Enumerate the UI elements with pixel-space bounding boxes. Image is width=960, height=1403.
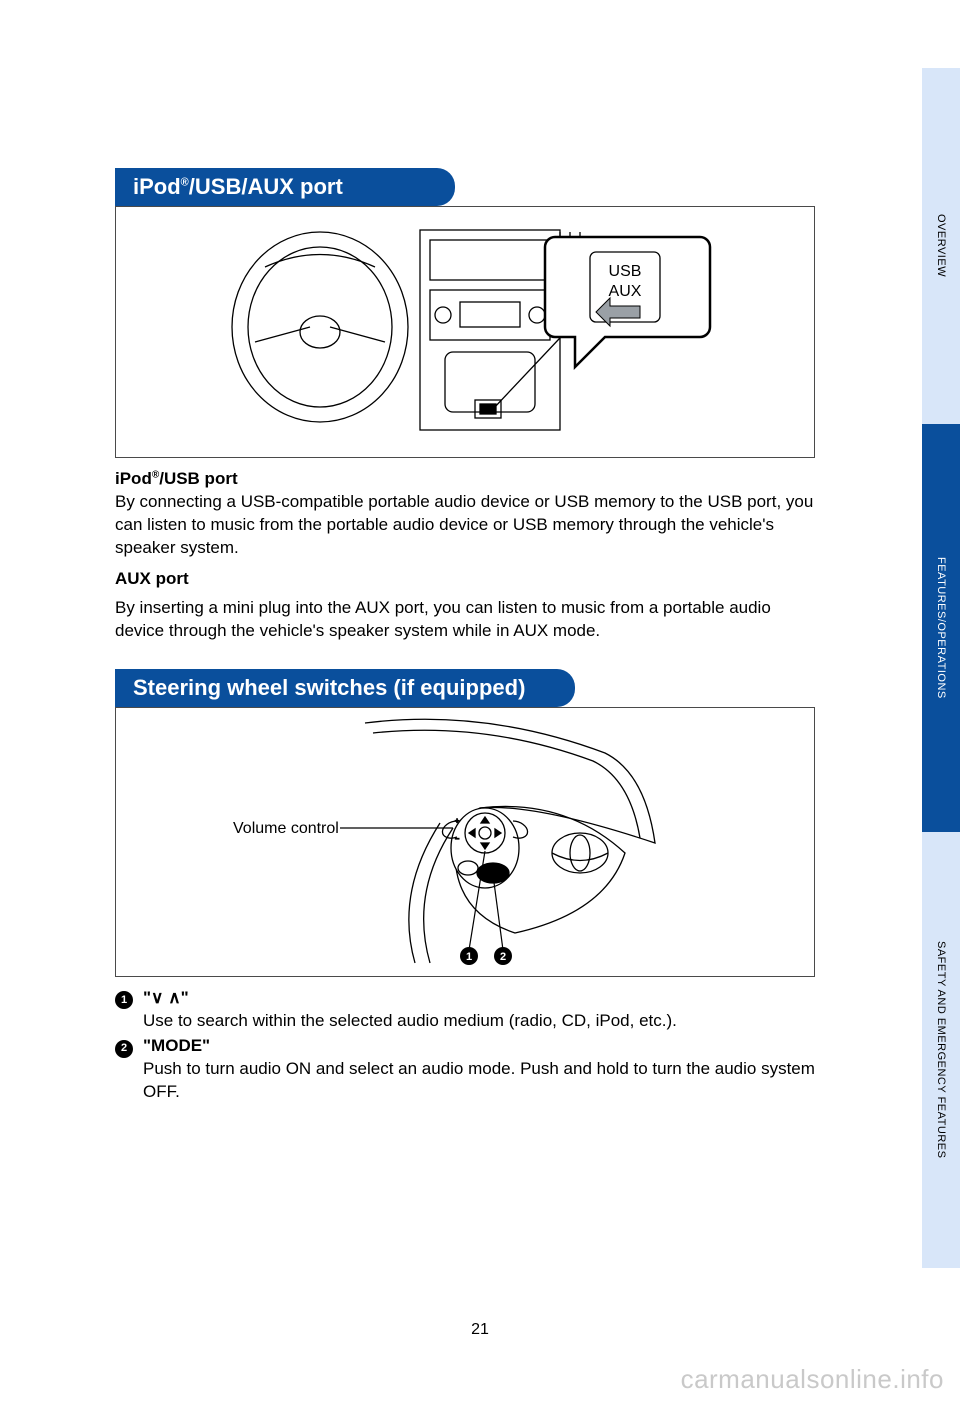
bullet-num-1: 1 — [115, 991, 133, 1009]
volume-label: Volume control — [233, 820, 339, 837]
watermark: carmanualsonline.info — [681, 1364, 944, 1395]
ipod-usb-text: iPod®/USB port By connecting a USB-compa… — [115, 468, 815, 560]
callout-usb: USB — [609, 263, 642, 280]
sub1-title-suffix: /USB port — [159, 469, 237, 488]
item2-title: "MODE" — [143, 1035, 815, 1058]
tab-overview[interactable]: OVERVIEW — [922, 68, 960, 424]
sub1-title-prefix: iPod — [115, 469, 152, 488]
item2-body: Push to turn audio ON and select an audi… — [143, 1058, 815, 1104]
sub2-body: By inserting a mini plug into the AUX po… — [115, 598, 771, 640]
callout-aux: AUX — [609, 283, 642, 300]
section-banner-ipod: iPod®/USB/AUX port — [115, 168, 455, 206]
tab-features-label: FEATURES/OPERATIONS — [935, 557, 947, 699]
steering-diagram: + − MODE HOLD Volume control 1 — [185, 713, 745, 971]
list-item-2: 2 "MODE" Push to turn audio ON and selec… — [115, 1035, 815, 1104]
bullet-1: 1 — [115, 987, 143, 1010]
callout-num-1: 1 — [466, 951, 472, 963]
page-number: 21 — [0, 1321, 960, 1339]
svg-text:−: − — [455, 836, 459, 843]
list-item-1: 1 "∨ ∧" Use to search within the selecte… — [115, 987, 815, 1033]
svg-text:+: + — [455, 818, 459, 825]
section-banner-steering: Steering wheel switches (if equipped) — [115, 669, 575, 707]
item1-title: "∨ ∧" — [143, 987, 815, 1010]
item1-body: Use to search within the selected audio … — [143, 1010, 815, 1033]
banner-sup: ® — [181, 177, 189, 189]
usb-aux-callout: USB AUX — [545, 237, 710, 367]
manual-page: OVERVIEW FEATURES/OPERATIONS SAFETY AND … — [0, 0, 960, 1403]
side-tabs: OVERVIEW FEATURES/OPERATIONS SAFETY AND … — [922, 68, 960, 1268]
sub2-title: AUX port — [115, 569, 189, 588]
sub1-body: By connecting a USB-compatible portable … — [115, 492, 813, 557]
tab-safety[interactable]: SAFETY AND EMERGENCY FEATURES — [922, 832, 960, 1268]
bullet-2: 2 — [115, 1035, 143, 1058]
bullet-num-2: 2 — [115, 1040, 133, 1058]
page-content: iPod®/USB/AUX port — [115, 168, 815, 1107]
steering-list: 1 "∨ ∧" Use to search within the selecte… — [115, 987, 815, 1105]
dashboard-diagram: USB AUX — [215, 212, 715, 452]
banner-text-suffix: /USB/AUX port — [189, 174, 343, 199]
callout-num-2: 2 — [500, 951, 506, 963]
tab-features[interactable]: FEATURES/OPERATIONS — [922, 424, 960, 832]
figure-usb-aux: USB AUX — [115, 206, 815, 458]
aux-text: AUX port — [115, 568, 815, 591]
figure-steering: + − MODE HOLD Volume control 1 — [115, 707, 815, 977]
steering-banner-text: Steering wheel switches (if equipped) — [133, 675, 525, 700]
tab-safety-label: SAFETY AND EMERGENCY FEATURES — [935, 941, 947, 1158]
banner-text-prefix: iPod — [133, 174, 181, 199]
aux-body: By inserting a mini plug into the AUX po… — [115, 597, 815, 643]
tab-overview-label: OVERVIEW — [935, 214, 947, 277]
